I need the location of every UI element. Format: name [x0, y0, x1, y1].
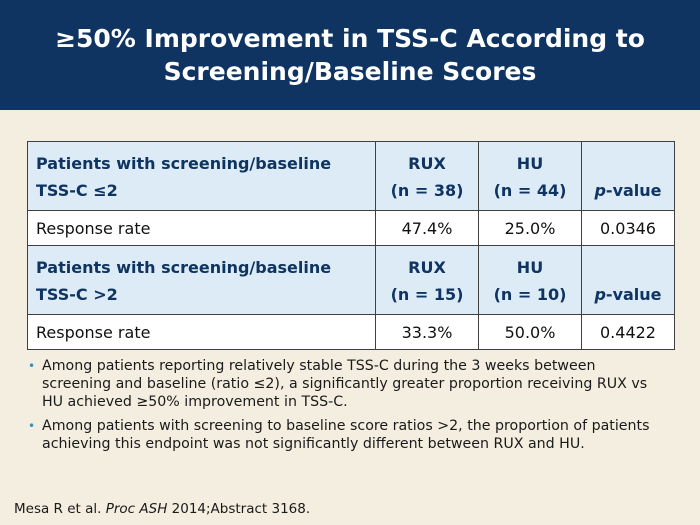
group1-header-row: Patients with screening/baseline TSS-C ≤…	[27, 141, 675, 211]
group2-hu-value: 50.0%	[478, 314, 582, 350]
group2-rux-n: (n = 15)	[390, 285, 464, 304]
bullet-text-1: Among patients reporting relatively stab…	[42, 358, 648, 410]
group2-label-line1: Patients with screening/baseline	[36, 258, 332, 277]
group2-rux-header: RUX (n = 15)	[375, 245, 479, 315]
group1-hu-header: HU (n = 44)	[478, 141, 582, 211]
group1-label-line2: TSS-C ≤2	[36, 181, 118, 200]
citation-journal: Proc ASH	[105, 501, 168, 517]
group2-label-line2: TSS-C >2	[36, 285, 118, 304]
group2-hu-n: (n = 10)	[493, 285, 567, 304]
group2-hu-name: HU	[516, 258, 544, 277]
group2-hu-header: HU (n = 10)	[478, 245, 582, 315]
group1-p-value: 0.0346	[581, 210, 675, 246]
group1-label: Patients with screening/baseline TSS-C ≤…	[27, 141, 376, 211]
bullet-text-2: Among patients with screening to baselin…	[42, 418, 650, 452]
group1-row-label: Response rate	[27, 210, 376, 246]
bullet-dot-icon: •	[28, 419, 36, 433]
bullet-item-2: • Among patients with screening to basel…	[27, 417, 667, 453]
group2-rux-name: RUX	[408, 258, 446, 277]
bullet-list: • Among patients reporting relatively st…	[27, 357, 667, 459]
bullet-item-1: • Among patients reporting relatively st…	[27, 357, 667, 411]
group2-data-row: Response rate 33.3% 50.0% 0.4422	[27, 314, 675, 350]
results-table: Patients with screening/baseline TSS-C ≤…	[27, 141, 675, 350]
bullet-dot-icon: •	[28, 359, 36, 373]
group1-rux-value: 47.4%	[375, 210, 479, 246]
group1-p-rest: -value	[605, 181, 662, 200]
slide-title: ≥50% Improvement in TSS-C According to S…	[55, 24, 645, 86]
group2-rux-value: 33.3%	[375, 314, 479, 350]
group2-p-italic: p	[594, 285, 606, 304]
group1-hu-value: 25.0%	[478, 210, 582, 246]
group1-rux-n: (n = 38)	[390, 181, 464, 200]
group1-label-line1: Patients with screening/baseline	[36, 154, 332, 173]
group1-data-row: Response rate 47.4% 25.0% 0.0346	[27, 210, 675, 246]
group2-pvalue-header: p-value	[581, 245, 675, 315]
title-banner: ≥50% Improvement in TSS-C According to S…	[0, 0, 700, 110]
group2-row-label: Response rate	[27, 314, 376, 350]
group1-rux-header: RUX (n = 38)	[375, 141, 479, 211]
group1-hu-name: HU	[516, 154, 544, 173]
group2-p-value: 0.4422	[581, 314, 675, 350]
citation: Mesa R et al. Proc ASH 2014;Abstract 316…	[14, 501, 310, 517]
group2-header-row: Patients with screening/baseline TSS-C >…	[27, 245, 675, 315]
group1-pvalue-header: p-value	[581, 141, 675, 211]
group2-p-rest: -value	[605, 285, 662, 304]
group2-label: Patients with screening/baseline TSS-C >…	[27, 245, 376, 315]
group1-rux-name: RUX	[408, 154, 446, 173]
group1-p-italic: p	[594, 181, 606, 200]
group1-hu-n: (n = 44)	[493, 181, 567, 200]
citation-rest: 2014;Abstract 3168.	[167, 501, 311, 517]
citation-authors: Mesa R et al.	[14, 501, 106, 517]
